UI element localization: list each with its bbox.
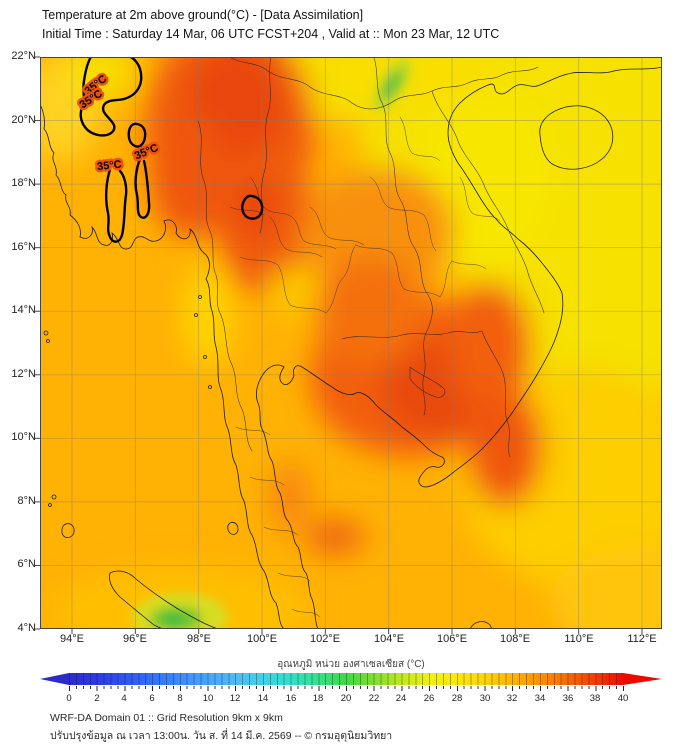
x-axis-tick-label: 112°E	[627, 633, 657, 645]
colorbar-tick-label: 10	[202, 693, 214, 704]
colorbar-tick-label: 4	[121, 693, 127, 704]
colorbar-tick-label: 30	[479, 693, 491, 704]
y-axis-tick-label: 16°N	[11, 241, 36, 253]
colorbar-title: อุณหภูมิ หน่วย องศาเซลเซียส (°C)	[277, 659, 425, 670]
map-svg: 35°C 35°C 35°C 35°C	[35, 56, 662, 634]
x-axis-tick-label: 108°E	[499, 633, 531, 645]
plot-frame	[40, 57, 662, 629]
x-axis-tick-label: 94°E	[60, 633, 84, 645]
title-block: Temperature at 2m above ground(°C) - [Da…	[42, 6, 499, 44]
contour-label: 35°C	[97, 159, 123, 174]
contour-35c	[79, 57, 264, 243]
colorbar-tick-label: 40	[617, 693, 629, 704]
contour-label-group: 35°C 35°C 35°C 35°C	[75, 70, 163, 175]
colorbar-tick-label: 28	[451, 693, 463, 704]
footer-update-info: ปรับปรุงข้อมูล ณ เวลา 13:00น. วัน ส. ที่…	[50, 730, 393, 742]
colorbar-right-arrow	[623, 673, 662, 685]
colorbar-tick-label: 6	[149, 693, 155, 704]
colorbar-tick-label: 38	[589, 693, 601, 704]
y-axis-tick-label: 20°N	[11, 114, 36, 126]
coastline-paths	[40, 66, 662, 629]
temperature-field	[40, 57, 662, 629]
y-axis-tick-label: 22°N	[11, 50, 36, 62]
colorbar-tick-label: 32	[506, 693, 518, 704]
axis-ticks	[35, 56, 643, 634]
x-axis-tick-label: 102°E	[309, 633, 341, 645]
colorbar-tick-label: 24	[395, 693, 407, 704]
colorbar	[40, 673, 662, 685]
colorbar-tick-label: 0	[66, 693, 72, 704]
cool-green-patches	[132, 58, 411, 629]
gridlines	[40, 57, 662, 629]
x-axis-tick-label: 110°E	[564, 633, 594, 645]
colorbar-tick-label: 20	[340, 693, 352, 704]
y-axis-tick-label: 14°N	[11, 304, 36, 316]
chart-subtitle: Initial Time : Saturday 14 Mar, 06 UTC F…	[42, 27, 500, 41]
colorbar-tick-label: 26	[423, 693, 435, 704]
footer-block: WRF-DA Domain 01 :: Grid Resolution 9km …	[50, 709, 392, 745]
x-axis-tick-label: 100°E	[246, 633, 278, 645]
y-axis-tick-label: 18°N	[11, 177, 36, 189]
footer-model-info: WRF-DA Domain 01 :: Grid Resolution 9km …	[50, 712, 283, 724]
colorbar-left-arrow	[40, 673, 69, 685]
colorbar-tick-label: 14	[257, 693, 269, 704]
colorbar-tick-label: 36	[562, 693, 574, 704]
colorbar-cells	[69, 673, 623, 685]
plot-area: 35°C 35°C 35°C 35°C	[35, 56, 662, 634]
y-axis-tick-label: 8°N	[17, 495, 36, 507]
colorbar-ticks	[69, 686, 625, 691]
y-axis-tick-label: 6°N	[17, 558, 36, 570]
colorbar-tick-label: 12	[229, 693, 241, 704]
y-axis-tick-label: 4°N	[17, 622, 36, 634]
chart-title: Temperature at 2m above ground(°C) - [Da…	[42, 8, 364, 22]
colorbar-tick-label: 8	[177, 693, 183, 704]
y-axis-tick-label: 12°N	[11, 368, 36, 380]
colorbar-tick-label: 2	[94, 693, 100, 704]
colorbar-tick-label: 22	[368, 693, 380, 704]
colorbar-tick-label: 18	[312, 693, 324, 704]
x-axis-tick-label: 96°E	[123, 633, 147, 645]
colorbar-gradient	[69, 673, 623, 685]
province-borders	[229, 116, 501, 618]
x-axis-tick-label: 104°E	[373, 633, 405, 645]
colorbar-tick-label: 16	[285, 693, 297, 704]
colorbar-tick-label: 34	[534, 693, 546, 704]
x-axis-tick-label: 106°E	[436, 633, 468, 645]
x-axis-tick-label: 98°E	[187, 633, 211, 645]
border-paths	[197, 57, 545, 458]
y-axis-tick-label: 10°N	[11, 431, 36, 443]
